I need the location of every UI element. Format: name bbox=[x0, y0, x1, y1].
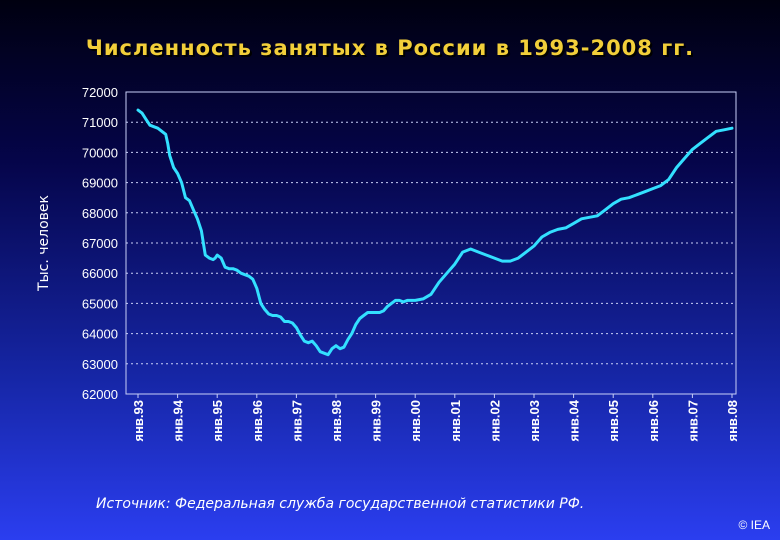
x-tick-label: янв.00 bbox=[408, 400, 423, 442]
x-tick-label: янв.01 bbox=[448, 400, 463, 442]
source-note: Источник: Федеральная служба государстве… bbox=[96, 496, 585, 512]
y-tick-label: 69000 bbox=[82, 176, 118, 191]
y-tick-label: 70000 bbox=[82, 145, 118, 160]
x-tick-label: янв.08 bbox=[725, 400, 740, 442]
x-tick-label: янв.94 bbox=[171, 399, 186, 441]
y-tick-label: 72000 bbox=[82, 85, 118, 100]
y-tick-label: 63000 bbox=[82, 357, 118, 372]
x-tick-label: янв.99 bbox=[369, 400, 384, 442]
y-tick-label: 62000 bbox=[82, 387, 118, 402]
y-tick-label: 68000 bbox=[82, 206, 118, 221]
x-tick-label: янв.97 bbox=[289, 400, 304, 442]
y-tick-label: 71000 bbox=[82, 115, 118, 130]
y-tick-label: 67000 bbox=[82, 236, 118, 251]
x-tick-label: янв.95 bbox=[210, 400, 225, 442]
x-tick-label: янв.98 bbox=[329, 400, 344, 442]
series-line bbox=[136, 108, 734, 357]
y-tick-label: 66000 bbox=[82, 266, 118, 281]
y-tick-label: 64000 bbox=[82, 327, 118, 342]
x-tick-label: янв.02 bbox=[487, 400, 502, 442]
chart-title: Численность занятых в России в 1993-2008… bbox=[85, 36, 695, 60]
x-tick-label: янв.03 bbox=[527, 400, 542, 442]
x-tick-label: янв.05 bbox=[606, 400, 621, 442]
x-tick-label: янв.93 bbox=[131, 400, 146, 442]
grid-lines bbox=[126, 121, 736, 365]
y-tick-labels: 72000 71000 70000 69000 68000 67000 66000 65000… bbox=[82, 85, 118, 402]
x-tick-label: янв.04 bbox=[567, 399, 582, 441]
x-tick-labels: янв.93 янв.94 янв.95 янв.96 янв.97 янв.98 янв.… bbox=[131, 394, 740, 442]
x-tick-label: янв.96 bbox=[250, 400, 265, 442]
y-tick-label: 65000 bbox=[82, 296, 118, 311]
x-tick-label: янв.07 bbox=[685, 400, 700, 442]
y-axis-label: Тыс. человек bbox=[36, 195, 52, 292]
copyright: © IEA bbox=[738, 518, 770, 532]
x-tick-label: янв.06 bbox=[646, 400, 661, 442]
